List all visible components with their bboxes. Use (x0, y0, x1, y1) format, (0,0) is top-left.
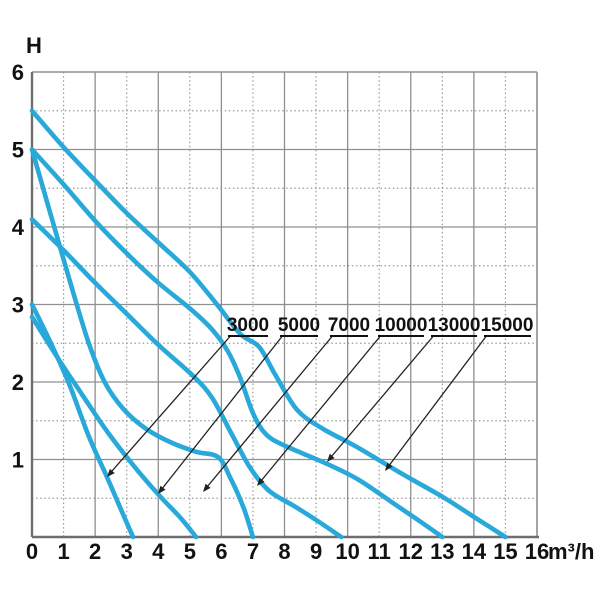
x-tick-label-0: 0 (26, 539, 38, 564)
curve-15000 (29, 108, 508, 540)
x-tick-label-14: 14 (462, 539, 487, 564)
curve-10000 (29, 217, 344, 540)
y-tick-label-3: 3 (12, 293, 24, 318)
label-arrow-line-13000 (328, 336, 434, 461)
label-arrowhead-3000 (107, 468, 115, 477)
curve-5000 (29, 314, 199, 540)
label-arrowhead-15000 (385, 462, 393, 471)
label-arrow-line-7000 (203, 336, 333, 491)
x-tick-label-5: 5 (184, 539, 196, 564)
x-tick-label-13: 13 (430, 539, 454, 564)
x-tick-label-15: 15 (493, 539, 517, 564)
label-arrowhead-7000 (203, 483, 211, 492)
y-tick-label-6: 6 (12, 60, 24, 85)
curve-label-10000: 10000 (375, 315, 428, 336)
x-tick-label-10: 10 (335, 539, 359, 564)
x-tick-label-3: 3 (121, 539, 133, 564)
curve-label-15000: 15000 (481, 315, 534, 336)
label-arrow-line-15000 (385, 336, 487, 470)
x-tick-label-1: 1 (57, 539, 69, 564)
x-tick-label-9: 9 (310, 539, 322, 564)
curve-label-5000: 5000 (278, 315, 320, 336)
label-arrowhead-10000 (257, 477, 265, 486)
label-arrowhead-5000 (158, 485, 166, 494)
curve-label-3000: 3000 (227, 315, 269, 336)
curve-13000 (29, 147, 445, 540)
x-tick-label-2: 2 (89, 539, 101, 564)
curve-label-13000: 13000 (428, 315, 481, 336)
x-tick-label-4: 4 (152, 539, 165, 564)
label-arrow-line-3000 (108, 336, 231, 476)
x-tick-label-7: 7 (247, 539, 259, 564)
y-tick-label-4: 4 (12, 215, 25, 240)
x-tick-label-6: 6 (215, 539, 227, 564)
y-tick-label-2: 2 (12, 370, 24, 395)
y-tick-label-1: 1 (12, 448, 24, 473)
curve-label-7000: 7000 (328, 315, 370, 336)
curve-7000 (29, 147, 256, 540)
x-axis-unit-label: m³/h (548, 539, 594, 564)
x-tick-label-12: 12 (399, 539, 423, 564)
x-tick-label-8: 8 (278, 539, 290, 564)
x-tick-label-11: 11 (368, 539, 391, 564)
x-tick-label-16: 16 (525, 539, 549, 564)
y-axis-title: H (26, 33, 42, 58)
label-arrowhead-13000 (327, 453, 335, 462)
label-arrow-line-5000 (158, 336, 283, 493)
label-arrow-line-10000 (257, 336, 381, 485)
y-tick-label-5: 5 (12, 138, 24, 163)
